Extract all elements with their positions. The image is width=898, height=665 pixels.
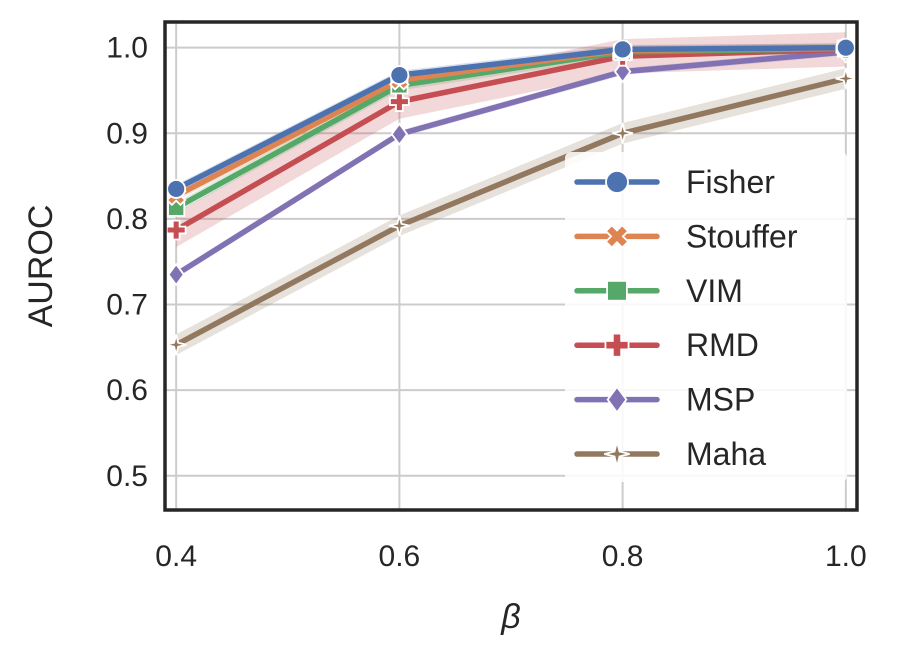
legend-label-msp: MSP: [686, 382, 755, 418]
point-maha: [835, 67, 857, 90]
legend-label-vim: VIM: [686, 273, 743, 309]
line-fisher: [173, 44, 849, 192]
point-msp: [167, 262, 185, 287]
x-axis-title: β: [500, 598, 520, 636]
tick-labels: 0.4 0.6 0.8 1.0 0.5 0.6 0.7 0.8 0.9 1.0: [106, 32, 866, 573]
legend-marker-stouffer: [604, 224, 630, 249]
y-tick-label: 0.8: [106, 203, 148, 236]
legend-marker-maha: [604, 441, 630, 467]
y-tick-label: 1.0: [106, 32, 148, 65]
y-axis-title: AUROC: [22, 205, 60, 328]
plot-frame: [163, 20, 859, 512]
x-tick-label: 0.6: [379, 540, 421, 573]
legend-label-rmd: RMD: [686, 327, 759, 363]
legend-label-maha: Maha: [686, 436, 766, 472]
y-tick-label: 0.9: [106, 117, 148, 150]
series-lines: [173, 44, 849, 348]
point-fisher: [389, 65, 410, 85]
x-tick-label: 0.4: [155, 540, 197, 573]
line-maha: [173, 75, 849, 348]
line-msp: [173, 49, 849, 278]
x-tick-label: 1.0: [825, 540, 867, 573]
legend-marker-vim: [606, 279, 628, 302]
point-maha: [388, 215, 410, 237]
point-maha: [165, 334, 187, 356]
point-fisher: [166, 179, 187, 199]
point-maha: [612, 122, 634, 144]
y-tick-label: 0.5: [106, 460, 148, 493]
x-tick-label: 0.8: [602, 540, 644, 573]
legend-label-stouffer: Stouffer: [686, 218, 798, 254]
point-msp: [390, 122, 409, 147]
y-tick-label: 0.7: [106, 289, 148, 322]
point-fisher: [612, 39, 633, 60]
point-rmd: [389, 91, 410, 112]
point-fisher: [835, 37, 856, 58]
legend-label-fisher: Fisher: [686, 164, 775, 200]
legend-marker-rmd: [604, 332, 630, 358]
legend: Fisher Stouffer VIM RMD MSP Maha: [565, 152, 847, 482]
series-markers: [165, 37, 857, 356]
legend-background: [565, 152, 847, 482]
y-tick-label: 0.6: [106, 374, 148, 407]
legend-marker-msp: [606, 385, 628, 414]
legend-marker-fisher: [605, 170, 629, 194]
